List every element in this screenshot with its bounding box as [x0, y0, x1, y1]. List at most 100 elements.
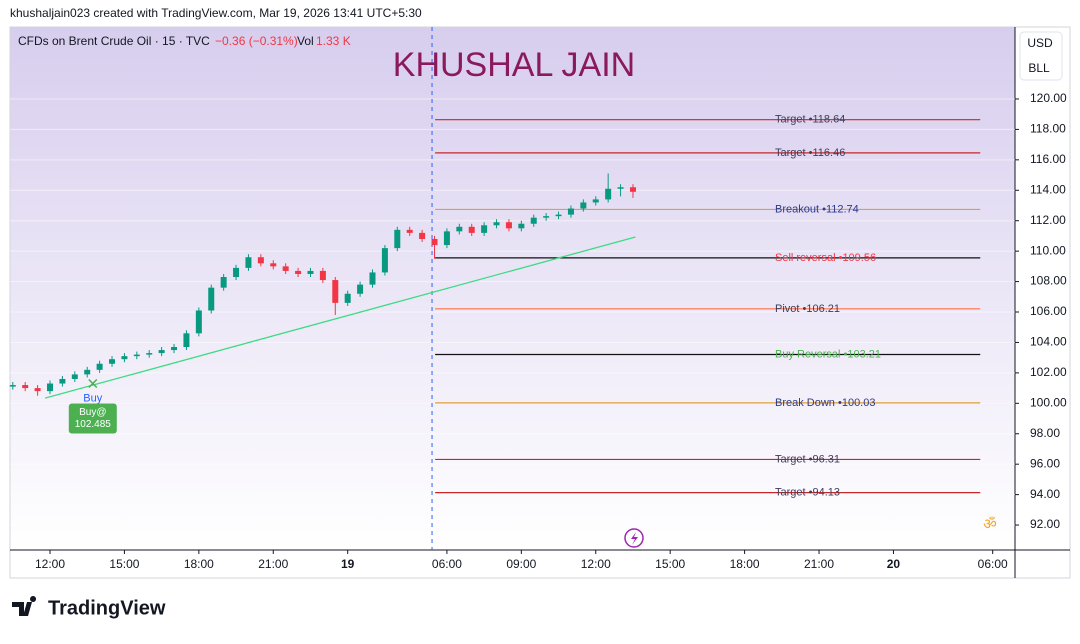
change: −0.36 (−0.31%) [215, 34, 298, 48]
om-icon: ॐ [983, 516, 997, 533]
signal-box [68, 403, 117, 434]
volume: 1.33 K [316, 34, 351, 48]
level-value: 100.03 [842, 397, 876, 409]
level-label: Breakout •112.74 [775, 203, 859, 215]
y-tick-label: 118.00 [1030, 122, 1066, 136]
level-label: Sell reversal •109.56 [775, 252, 876, 264]
symbol: CFDs on Brent Crude Oil · 15 · TVC [18, 34, 210, 48]
y-tick-label: 120.00 [1030, 91, 1067, 105]
candle-body [282, 266, 289, 271]
candle-body [419, 232, 426, 239]
x-tick-label: 19 [341, 557, 355, 571]
level-label: Break Down •100.03 [775, 397, 875, 409]
candle-body [59, 378, 66, 384]
y-tick-label: 116.00 [1030, 152, 1066, 166]
candle-body [369, 272, 376, 285]
level-name: Breakout • [775, 203, 826, 215]
x-tick-label: 09:00 [506, 557, 536, 571]
candle-body [629, 187, 636, 192]
level-value: 106.21 [806, 303, 840, 315]
candle-body [381, 248, 388, 273]
candle-body [456, 226, 463, 232]
header: khushaljain023 created with TradingView.… [10, 6, 422, 20]
candle-body [319, 270, 326, 281]
level-value: 112.74 [826, 203, 859, 215]
candle-body [220, 277, 227, 288]
currency[interactable]: USD [1027, 36, 1053, 50]
candle-body [468, 226, 475, 233]
level-label: Pivot •106.21 [775, 303, 840, 315]
candle-body [84, 369, 91, 375]
y-tick-label: 106.00 [1030, 304, 1067, 318]
candle-body [158, 350, 165, 354]
lightning-icon[interactable] [624, 528, 644, 548]
volume-label: Vol [297, 34, 314, 48]
signal-text: Buy [83, 392, 102, 404]
lightning-bolt [631, 532, 638, 545]
level-label: Target •118.64 [775, 114, 845, 126]
candle-body [543, 216, 550, 218]
level-value: 103.21 [847, 348, 881, 360]
candle-body [431, 238, 438, 246]
candle-body [617, 187, 624, 189]
candle-body [133, 354, 140, 357]
candle-body [493, 222, 500, 226]
x-tick-label: 20 [887, 557, 901, 571]
candle-body [357, 284, 364, 294]
candle-body [121, 356, 128, 360]
x-tick-label: 12:00 [581, 557, 611, 571]
y-tick-label: 104.00 [1030, 335, 1067, 349]
candle-body [245, 257, 252, 268]
candle-body [394, 229, 401, 249]
level-label: Buy Reversal •103.21 [775, 348, 881, 360]
candle-body [518, 223, 525, 229]
candle-body [481, 225, 488, 233]
candle-body [592, 199, 599, 203]
candle-body [406, 229, 413, 233]
frame [9, 26, 1071, 579]
signal-price: 102.485 [75, 419, 112, 430]
candle-body [443, 231, 450, 246]
candle-body [34, 388, 41, 392]
candle-body [9, 385, 16, 387]
level-value: 118.64 [812, 114, 845, 126]
candle-body [567, 208, 574, 215]
y-tick-label: 92.00 [1030, 517, 1060, 531]
y-tick-label: 114.00 [1030, 182, 1066, 196]
candle-body [109, 359, 116, 364]
x-tick-label: 06:00 [978, 557, 1008, 571]
footer-logo: TradingView [48, 597, 166, 619]
level-label: Target •116.46 [775, 147, 845, 159]
candle-body [47, 383, 54, 392]
currency-box[interactable] [1019, 31, 1063, 81]
candle-body [183, 333, 190, 348]
y-tick-label: 110.00 [1030, 243, 1066, 257]
logo-icon [12, 596, 37, 616]
y-tick-label: 112.00 [1030, 213, 1066, 227]
title: KHUSHAL JAIN [393, 46, 635, 84]
candle-body [270, 263, 277, 267]
level-name: Break Down • [775, 397, 842, 409]
candle-body [71, 374, 78, 379]
candle-body [146, 353, 153, 355]
level-value: 116.46 [812, 147, 845, 159]
x-tick-label: 18:00 [184, 557, 214, 571]
candle-body [605, 188, 612, 200]
x-tick-label: 15:00 [109, 557, 139, 571]
candle-body [233, 267, 240, 278]
candle-body [195, 310, 202, 334]
candle-body [332, 280, 339, 303]
x-tick-label: 12:00 [35, 557, 65, 571]
level-name: Sell reversal • [775, 252, 843, 264]
level-name: Target • [775, 114, 813, 126]
level-name: Pivot • [775, 303, 807, 315]
candle-body [580, 202, 587, 209]
level-name: Target • [775, 453, 813, 465]
candle-body [505, 222, 512, 229]
signal-label: Buy@ [79, 407, 106, 418]
y-tick-label: 100.00 [1030, 395, 1067, 409]
unit[interactable]: BLL [1028, 61, 1050, 75]
level-label: Target •96.31 [775, 453, 840, 465]
candle-body [530, 217, 537, 224]
